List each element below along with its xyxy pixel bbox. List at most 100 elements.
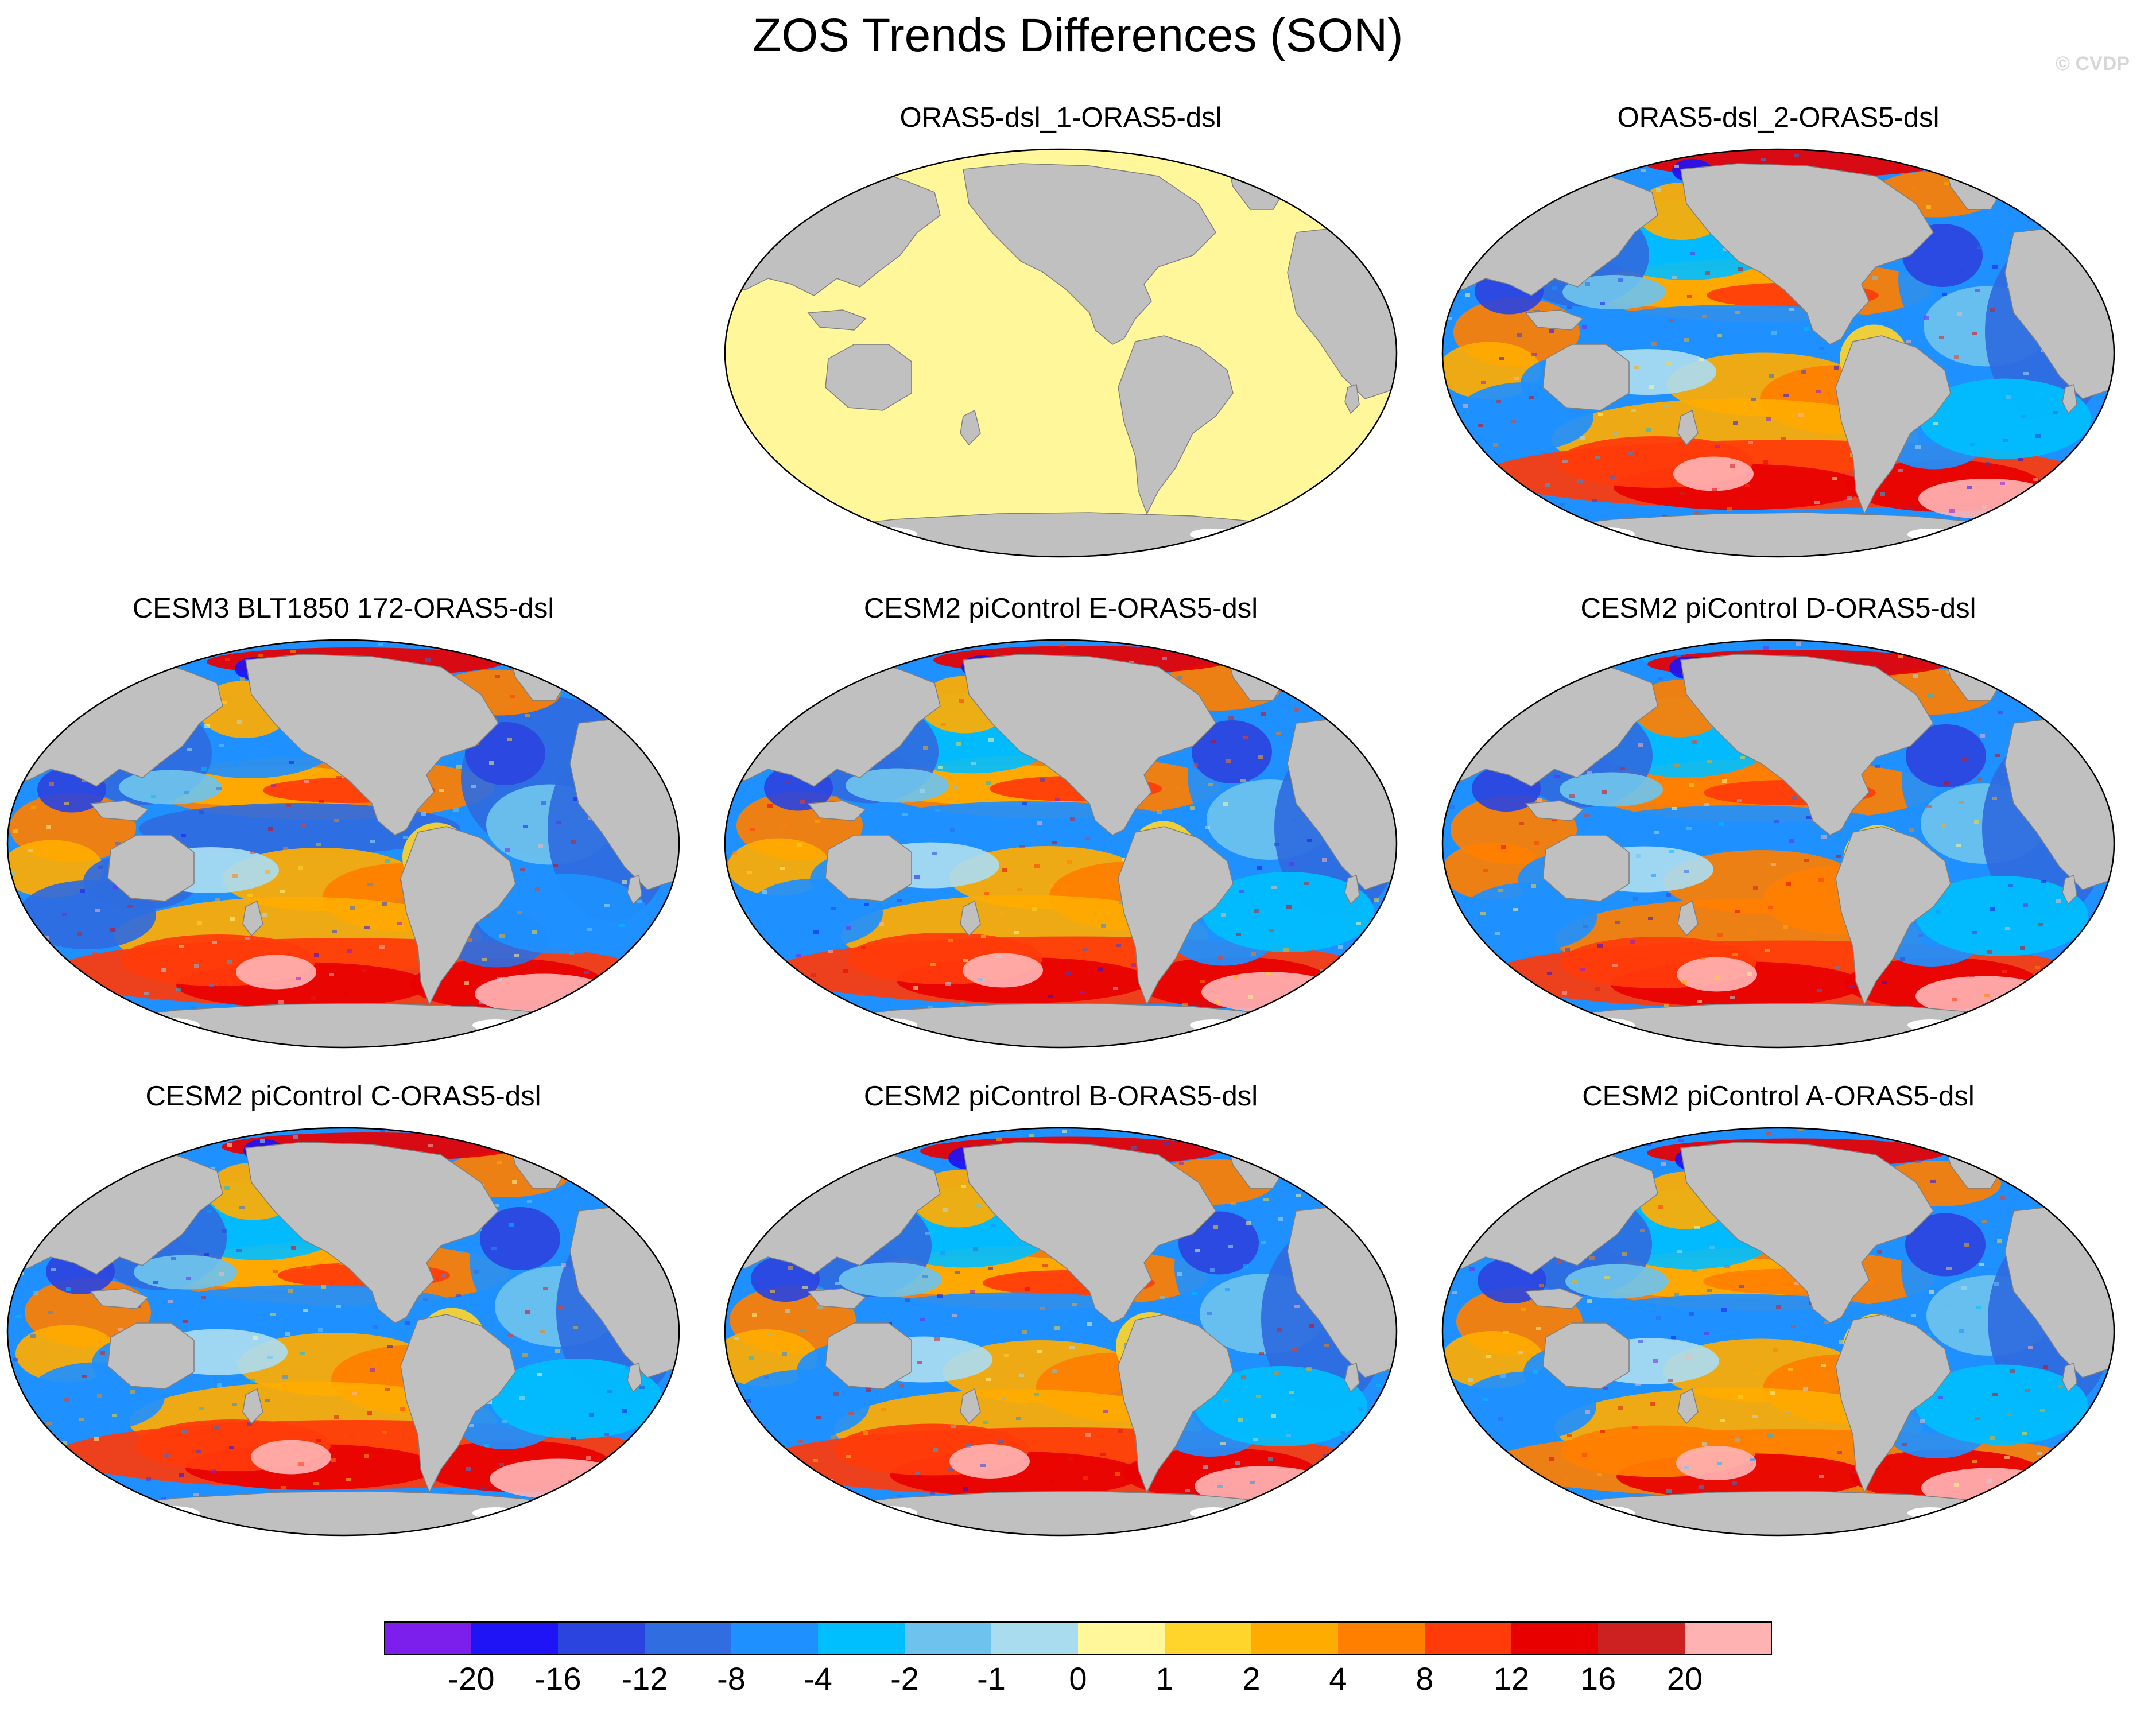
anomaly-speckle — [456, 765, 462, 769]
anomaly-speckle — [495, 675, 500, 678]
anomaly-speckle — [2040, 1409, 2045, 1412]
anomaly-speckle — [630, 684, 635, 687]
anomaly-speckle — [1332, 1031, 1337, 1035]
anomaly-speckle — [283, 847, 288, 850]
colorbar-swatch — [1078, 1622, 1165, 1654]
indonesia-landmass — [1525, 309, 1584, 331]
anomaly-speckle — [1672, 276, 1677, 279]
anomaly-speckle — [21, 1046, 26, 1047]
map-panel-3: CESM3 BLT1850 172-ORAS5-dsl — [5, 591, 682, 1050]
anomaly-speckle — [2035, 1149, 2041, 1153]
anomaly-speckle — [1918, 1530, 1924, 1534]
anomaly-speckle — [824, 690, 829, 694]
anomaly-speckle — [2084, 1049, 2089, 1050]
anomaly-speckle — [1193, 763, 1198, 767]
anomaly-speckle — [74, 975, 79, 979]
anomaly-speckle — [1961, 158, 1967, 162]
anomaly-speckle — [2066, 659, 2071, 663]
anomaly-speckle — [464, 981, 469, 985]
indonesia-landmass — [1525, 800, 1584, 821]
anomaly-speckle — [2050, 1169, 2056, 1172]
anomaly-speckle — [816, 1416, 821, 1419]
anomaly-speckle — [1798, 413, 1804, 417]
north-america-landmass — [1680, 654, 1934, 836]
anomaly-speckle — [1374, 898, 1379, 902]
anomaly-speckle — [565, 1523, 571, 1526]
anomaly-speckle — [910, 1029, 915, 1033]
anomaly-speckle — [1329, 661, 1335, 665]
anomaly-speckle — [1297, 665, 1302, 669]
anomaly-speckle — [1803, 1387, 1808, 1391]
anomaly-region — [1677, 957, 1757, 992]
anomaly-speckle — [1289, 862, 1294, 866]
anomaly-speckle — [1804, 327, 1809, 331]
anomaly-speckle — [1162, 657, 1167, 660]
anomaly-speckle — [1589, 1256, 1595, 1260]
anomaly-speckle — [179, 945, 184, 948]
anomaly-speckle — [1457, 490, 1463, 494]
colorbar-tick-label: -8 — [717, 1660, 746, 1697]
anomaly-speckle — [1595, 987, 1600, 991]
anomaly-speckle — [1358, 1407, 1363, 1411]
anomaly-speckle — [1611, 661, 1616, 665]
south-america-landmass — [1118, 1314, 1234, 1493]
anomaly-speckle — [1739, 1285, 1744, 1288]
anomaly-speckle — [909, 1144, 914, 1148]
anomaly-speckle — [1738, 1395, 1743, 1399]
anomaly-speckle — [1027, 648, 1032, 651]
anomaly-speckle — [82, 1375, 87, 1378]
anomaly-speckle — [166, 814, 171, 818]
anomaly-speckle — [986, 781, 991, 785]
anomaly-speckle — [1867, 1490, 1872, 1493]
anomaly-speckle — [1470, 739, 1475, 742]
anomaly-speckle — [1238, 1418, 1243, 1422]
anomaly-speckle — [1029, 1134, 1034, 1137]
anomaly-speckle — [1638, 743, 1643, 747]
anomaly-speckle — [555, 1349, 560, 1353]
anomaly-speckle — [1730, 464, 1735, 468]
anomaly-speckle — [1526, 1038, 1531, 1042]
anomaly-speckle — [1979, 548, 1984, 552]
anomaly-speckle — [1773, 1348, 1778, 1352]
anomaly-speckle — [1493, 443, 1498, 447]
anomaly-speckle — [1956, 844, 1961, 847]
anomaly-speckle — [247, 1422, 252, 1426]
anomaly-speckle — [800, 800, 805, 804]
anomaly-speckle — [321, 1285, 326, 1289]
anomaly-speckle — [1182, 1532, 1187, 1535]
anomaly-speckle — [1338, 945, 1343, 949]
anomaly-speckle — [1699, 358, 1704, 361]
anomaly-speckle — [1376, 1384, 1381, 1387]
anomaly-speckle — [332, 930, 337, 933]
anomaly-speckle — [1515, 1394, 1521, 1397]
anomaly-region — [134, 1255, 237, 1290]
anomaly-speckle — [38, 1022, 44, 1026]
anomaly-speckle — [1798, 1128, 1804, 1131]
anomaly-speckle — [215, 898, 220, 901]
anomaly-speckle — [1370, 1470, 1375, 1473]
anomaly-speckle — [1261, 712, 1266, 716]
anomaly-region — [251, 1440, 331, 1475]
anomaly-speckle — [902, 813, 908, 816]
anomaly-speckle — [95, 909, 100, 912]
anomaly-speckle — [586, 1456, 591, 1460]
anomaly-speckle — [789, 1155, 794, 1159]
south-america-landmass — [400, 1314, 516, 1493]
anomaly-speckle — [1557, 546, 1562, 549]
anomaly-speckle — [734, 740, 739, 744]
madagascar-landmass — [1344, 384, 1360, 414]
anomaly-speckle — [913, 986, 918, 990]
anomaly-speckle — [1465, 293, 1470, 297]
anomaly-speckle — [1585, 282, 1590, 286]
europe-landmass — [583, 659, 679, 718]
anomaly-speckle — [1835, 965, 1840, 969]
anomaly-speckle — [1628, 452, 1633, 455]
anomaly-speckle — [125, 1131, 130, 1134]
anomaly-speckle — [314, 953, 319, 957]
colorbar-tick-label: -1 — [977, 1660, 1006, 1697]
anomaly-speckle — [300, 1352, 305, 1355]
anomaly-speckle — [517, 911, 522, 914]
anomaly-speckle — [863, 1431, 868, 1435]
map-border — [6, 1127, 680, 1537]
anomaly-speckle — [1612, 964, 1618, 967]
